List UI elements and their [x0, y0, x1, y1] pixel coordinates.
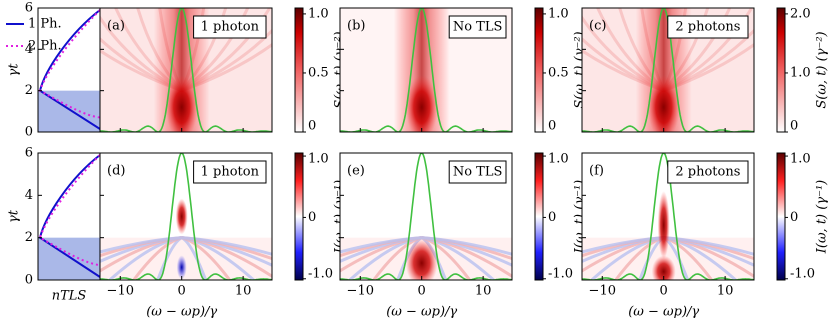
box-frame	[448, 160, 507, 184]
colorbar-tick-label: -1.0	[548, 267, 573, 282]
y-tick-label: 4	[25, 42, 33, 57]
colorbar-tick-label: 1.0	[548, 7, 569, 22]
x-axis-label: (ω − ωp)/γ	[386, 305, 457, 320]
box-frame	[667, 15, 749, 39]
x-tick-label: 10	[717, 284, 734, 299]
legend-label: 2 Ph.	[28, 39, 62, 54]
x-tick-label: 10	[235, 284, 252, 299]
box-frame	[193, 15, 267, 39]
legend-label: 1 Ph.	[28, 17, 62, 32]
box-label: No TLS	[453, 20, 503, 35]
colorbar-tick-label: 1.0	[790, 65, 811, 80]
colorbar	[776, 7, 786, 133]
colorbar-tick-label: -1.0	[790, 267, 815, 282]
colorbar-tick-label: 0	[308, 210, 316, 225]
colorbar-tick-label: 0	[790, 119, 798, 134]
colorbar-tick-label: 0	[790, 210, 798, 225]
colorbar-tick-label: 0	[548, 210, 556, 225]
shaded-region	[38, 237, 100, 280]
y-tick-label: 2	[25, 83, 33, 98]
y-tick-label: 4	[25, 188, 33, 203]
panel-label: (d)	[107, 164, 125, 179]
colorbar-tick-label: 0.5	[548, 65, 569, 80]
panel-label: (e)	[347, 164, 365, 179]
heatmap	[100, 8, 272, 132]
box-label: No TLS	[453, 165, 503, 180]
side-x-label: nTLS	[52, 289, 87, 304]
colorbar-label: S(ω, t) (γ⁻²)	[815, 31, 830, 108]
fringe	[340, 236, 422, 254]
heat-dip	[176, 255, 187, 280]
heat-peak	[657, 190, 670, 259]
fringe	[663, 236, 754, 256]
axes	[581, 152, 755, 281]
colorbar-tick-label: 2.0	[790, 7, 811, 22]
x-tick-label: 0	[178, 284, 186, 299]
box-frame	[448, 15, 507, 39]
y-tick-label: 0	[25, 125, 33, 140]
fringe	[421, 236, 512, 256]
colorbar-tick-label: 0	[548, 119, 556, 134]
heat-peak	[651, 255, 676, 280]
heatmap	[340, 153, 512, 280]
heatmap	[582, 153, 754, 280]
y-axis-label: γt	[7, 209, 22, 223]
x-tick-label: −10	[347, 284, 374, 299]
axes	[339, 152, 513, 281]
heat-peak	[405, 75, 438, 132]
x-tick-label: 0	[660, 284, 668, 299]
heat-peak	[175, 198, 188, 235]
heat-peak	[405, 239, 438, 280]
curve-1ph	[38, 9, 101, 130]
colorbar-tick-label: 1.0	[308, 7, 329, 22]
colorbar	[776, 152, 786, 281]
colorbar	[294, 152, 304, 281]
panel-label: (c)	[589, 19, 606, 34]
fringe	[100, 236, 182, 254]
axes	[339, 7, 513, 133]
y-tick-label: 6	[25, 146, 33, 161]
box-label: 2 photons	[675, 20, 740, 35]
y-tick-label: 0	[25, 273, 33, 288]
box-label: 2 photons	[675, 165, 740, 180]
axes	[99, 7, 273, 133]
x-tick-label: −10	[107, 284, 134, 299]
y-axis-label: γt	[7, 63, 22, 77]
axes	[581, 7, 755, 133]
colorbar-tick-label: -1.0	[308, 267, 333, 282]
x-tick-label: 10	[475, 284, 492, 299]
box-label: 1 photon	[201, 165, 260, 180]
y-tick-label: 6	[25, 1, 33, 16]
x-tick-label: 0	[418, 284, 426, 299]
shaded-region	[38, 90, 100, 132]
colorbar	[534, 152, 544, 281]
fringe	[181, 236, 272, 256]
colorbar-tick-label: 1.0	[548, 152, 569, 167]
colorbar	[294, 7, 304, 133]
colorbar-tick-label: 1.0	[790, 152, 811, 167]
box-label: 1 photon	[201, 20, 260, 35]
panel-label: (a)	[107, 19, 125, 34]
colorbar-tick-label: 1.0	[308, 152, 329, 167]
heatmap	[582, 8, 754, 132]
box-frame	[667, 160, 749, 184]
heat-peak	[647, 75, 680, 132]
colorbar-tick-label: 0.5	[308, 65, 329, 80]
x-tick-label: −10	[589, 284, 616, 299]
y-tick-label: 2	[25, 230, 33, 245]
fringe	[582, 236, 664, 254]
colorbar-tick-label: 0	[308, 119, 316, 134]
colorbar	[534, 7, 544, 133]
panel-label: (b)	[347, 19, 365, 34]
box-frame	[193, 160, 267, 184]
x-axis-label: (ω − ωp)/γ	[146, 305, 217, 320]
axes	[99, 152, 273, 281]
x-axis-label: (ω − ωp)/γ	[628, 305, 699, 320]
heat-peak	[165, 75, 198, 132]
panel-label: (f)	[589, 164, 604, 179]
colorbar-label: I(ω, t) (γ⁻¹)	[815, 180, 830, 255]
